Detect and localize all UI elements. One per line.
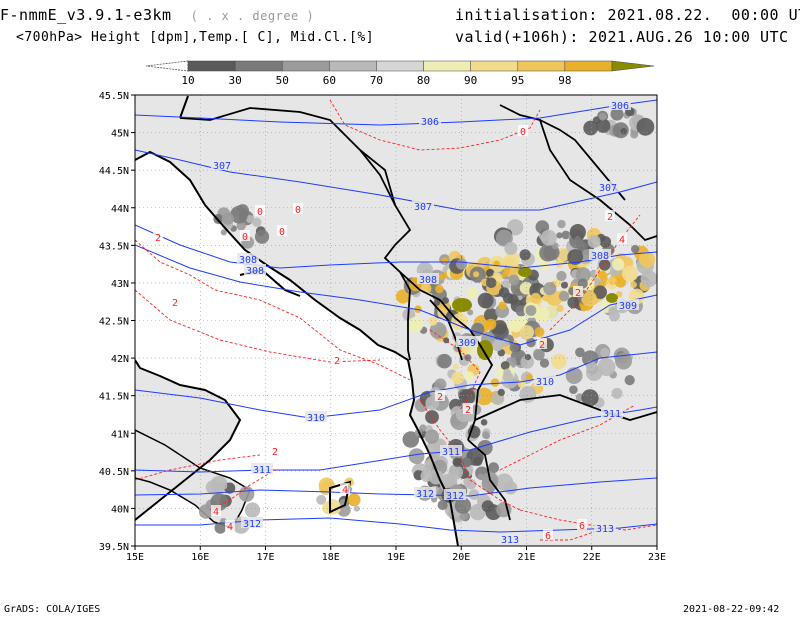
temp-contour-label: 0 (279, 227, 285, 238)
temp-contour-label: 2 (155, 233, 161, 244)
sea-area (135, 152, 458, 546)
temp-contour-label: 2 (172, 298, 178, 309)
colorbar-label: 90 (464, 74, 477, 87)
lat-tick-label: 43.5N (99, 241, 129, 252)
footer-right: 2021-08-22-09:42 (683, 604, 780, 615)
height-contour-label: 312 (446, 491, 464, 502)
height-contour-label: 311 (253, 465, 271, 476)
colorbar-label: 70 (370, 74, 383, 87)
lat-tick-label: 41N (111, 429, 129, 440)
lat-tick-label: 42.5N (99, 317, 129, 328)
height-labels: 3063063073073073083083083083093093103103… (211, 99, 639, 546)
temp-contour-label: 4 (227, 522, 233, 533)
temp-contour-label: 2 (539, 340, 545, 351)
colorbar-right-arrow (611, 60, 655, 72)
temp-contour-label: 4 (342, 485, 348, 496)
height-contour-label: 313 (596, 524, 614, 535)
lon-tick-label: 17E (256, 552, 274, 563)
height-contour-label: 312 (416, 489, 434, 500)
temp-contour-label: 0 (257, 207, 263, 218)
height-contour-label: 310 (536, 377, 554, 388)
colorbar-label: 30 (228, 74, 241, 87)
header-line-1: F-nmmE_v3.9.1-e3km ( . x . degree ) (0, 6, 314, 24)
temp-contour-label: 0 (520, 127, 526, 138)
temp-contour-label: 4 (619, 235, 625, 246)
colorbar-label: 80 (417, 74, 430, 87)
model-name: F-nmmE_v3.9.1-e3km (0, 6, 172, 24)
fields-label: <700hPa> Height [dpm],Temp.[ C], Mid.Cl.… (16, 30, 375, 45)
height-contour-label: 308 (246, 266, 264, 277)
temp-contour-label: 6 (579, 521, 585, 532)
lat-tick-label: 45.5N (99, 91, 129, 102)
height-contour-label: 309 (458, 338, 476, 349)
lat-tick-label: 40N (111, 504, 129, 515)
map-axes: 15E 16E 17E 18E 19E 20E 21E 22E 23E 45.5N 45N 44.5N… (99, 91, 666, 563)
height-contour-label: 311 (442, 447, 460, 458)
init-line: initialisation: 2021.08.22. 00:00 UTC (455, 6, 800, 24)
colorbar-label: 95 (511, 74, 524, 87)
colorbar-label: 50 (276, 74, 289, 87)
footer-left: GrADS: COLA/IGES (4, 604, 101, 615)
colorbar: 10 30 50 60 70 80 90 95 98 (145, 60, 655, 87)
temp-contour-label: 2 (465, 405, 471, 416)
colorbar-label: 60 (323, 74, 336, 87)
valid-label: valid(+106h): (455, 28, 579, 46)
height-contour-label: 311 (603, 409, 621, 420)
country-borders (179, 104, 657, 521)
height-contour-label: 309 (619, 301, 637, 312)
lon-tick-label: 15E (126, 552, 144, 563)
lon-tick-label: 23E (648, 552, 666, 563)
temp-contour-label: 0 (295, 205, 301, 216)
temp-contour-label: 2 (437, 392, 443, 403)
lon-tick-label: 21E (517, 552, 535, 563)
init-label: initialisation: (455, 6, 598, 24)
valid-line: valid(+106h): 2021.AUG.26 10:00 UTC (455, 28, 789, 46)
lon-tick-label: 19E (387, 552, 405, 563)
height-contour-label: 306 (611, 101, 629, 112)
lat-tick-label: 39.5N (99, 542, 129, 553)
temp-contour-label: 0 (242, 232, 248, 243)
valid-value: 2021.AUG.26 10:00 UTC (588, 28, 789, 46)
lat-tick-label: 45N (111, 129, 129, 140)
height-contour-label: 307 (599, 183, 617, 194)
height-contour-label: 308 (419, 275, 437, 286)
colorbar-label: 10 (181, 74, 194, 87)
height-contour-label: 307 (213, 161, 231, 172)
lat-tick-label: 44N (111, 204, 129, 215)
height-contour-label: 308 (239, 255, 257, 266)
lon-tick-label: 22E (583, 552, 601, 563)
lat-tick-label: 43N (111, 279, 129, 290)
lat-tick-label: 40.5N (99, 467, 129, 478)
height-contour-label: 308 (591, 251, 609, 262)
temp-contour-label: 4 (213, 507, 219, 518)
lat-tick-label: 44.5N (99, 166, 129, 177)
height-contour-label: 313 (501, 535, 519, 546)
lat-tick-label: 41.5N (99, 392, 129, 403)
temp-contour-label: 2 (575, 288, 581, 299)
temp-contour-label: 2 (607, 212, 613, 223)
height-contour-label: 306 (421, 117, 439, 128)
lat-tick-label: 42N (111, 354, 129, 365)
temp-contour-label: 2 (272, 447, 278, 458)
projection-label: ( . x . degree ) (190, 9, 315, 23)
colorbar-label: 98 (558, 74, 571, 87)
temp-contour-label: 2 (334, 356, 340, 367)
lon-tick-label: 18E (322, 552, 340, 563)
lon-tick-label: 16E (191, 552, 209, 563)
lon-tick-label: 20E (452, 552, 470, 563)
temp-contour-label: 6 (545, 531, 551, 542)
height-contour-label: 307 (414, 202, 432, 213)
init-value: 2021.08.22. 00:00 UTC (607, 6, 800, 24)
height-contour-label: 312 (243, 519, 261, 530)
height-contour-label: 310 (307, 413, 325, 424)
